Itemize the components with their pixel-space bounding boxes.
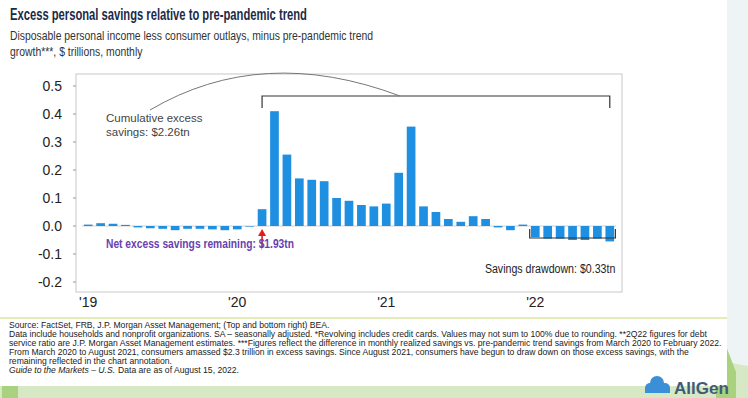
y-tick-label: 0.3 — [43, 134, 63, 150]
y-tick — [73, 114, 76, 115]
x-tick-label: '19 — [79, 294, 97, 310]
annotation: Savings drawdown: $0.33tn — [485, 262, 616, 276]
y-tick-label: -0.2 — [38, 274, 62, 290]
bar — [432, 212, 441, 226]
annotation: Net excess savings remaining: $1.93tn — [106, 237, 294, 251]
subtitle-line: Disposable personal income less consumer… — [10, 28, 373, 43]
y-tick — [73, 226, 76, 227]
bar — [506, 226, 515, 230]
bar — [245, 226, 254, 228]
y-tick-label: 0.0 — [43, 218, 63, 234]
bar — [196, 226, 205, 229]
bar — [84, 225, 93, 226]
arrow-head — [258, 229, 266, 236]
footnote-text: Guide to the Markets – U.S. — [9, 365, 115, 375]
x-tick-label: '21 — [377, 294, 395, 310]
connector — [150, 73, 400, 110]
subtitle-line: growth***, $ trillions, monthly — [10, 44, 143, 59]
y-tick-label: -0.1 — [38, 246, 62, 262]
y-tick — [73, 170, 76, 171]
bar — [270, 111, 279, 226]
footnote-text: Data are as of August 15, 2022. — [118, 365, 239, 375]
y-tick — [73, 142, 76, 143]
bar — [320, 181, 329, 226]
bar — [519, 225, 528, 226]
footnotes: Source: FactSet, FRB, J.P. Morgan Asset … — [9, 321, 725, 374]
footnote-text: Source: FactSet, FRB, J.P. Morgan Asset … — [9, 320, 329, 330]
bar — [593, 226, 602, 239]
bar — [295, 178, 304, 226]
subtitle: Disposable personal income less consumer… — [10, 28, 373, 59]
bars — [84, 111, 614, 241]
title: Excess personal savings relative to pre-… — [10, 6, 307, 23]
annotation-line: savings: $2.26tn — [106, 126, 190, 138]
bar — [96, 223, 105, 226]
y-tick-label: 0.4 — [43, 106, 63, 122]
y-tick-label: 0.1 — [43, 190, 63, 206]
footnote-text: Data include households and nonprofit or… — [9, 329, 721, 366]
logo-icon — [645, 388, 670, 393]
bar — [481, 219, 490, 226]
bar — [444, 219, 453, 226]
bar — [121, 225, 130, 226]
bar — [134, 226, 143, 227]
bar — [208, 226, 217, 229]
bar — [220, 226, 229, 230]
bar — [543, 226, 552, 239]
logo: AllGen — [674, 379, 729, 398]
bracket — [262, 96, 610, 108]
annotation: Cumulative excess savings: $2.26tn — [106, 112, 203, 138]
footnote-line: Guide to the Markets – U.S.Data are as o… — [9, 366, 725, 375]
x-tick-label: '22 — [526, 294, 544, 310]
bar — [171, 226, 180, 230]
bar — [307, 180, 316, 226]
bar — [357, 205, 366, 226]
x-tick-label: '20 — [228, 294, 246, 310]
bar — [556, 226, 565, 239]
bar — [494, 226, 503, 227]
bar — [419, 206, 428, 226]
bar — [146, 226, 155, 228]
bar — [382, 204, 391, 226]
bar — [469, 216, 478, 226]
y-tick — [73, 86, 76, 87]
bar — [407, 127, 416, 226]
plot-frame — [76, 74, 622, 292]
bar — [258, 209, 267, 226]
y-tick — [73, 254, 76, 255]
y-tick — [73, 282, 76, 283]
card — [0, 0, 727, 386]
bar — [345, 201, 354, 226]
separator — [0, 318, 727, 319]
bar — [332, 198, 341, 226]
bar — [394, 173, 403, 226]
bar — [158, 226, 167, 229]
bar — [605, 226, 614, 241]
bracket — [530, 229, 616, 238]
bar — [456, 222, 465, 226]
annotation-line: Cumulative excess — [106, 112, 203, 124]
y-tick — [73, 198, 76, 199]
bar — [183, 226, 192, 229]
bar — [109, 224, 118, 226]
y-tick-label: 0.2 — [43, 162, 63, 178]
bar — [233, 226, 242, 229]
bar — [369, 206, 378, 226]
y-tick-label: 0.5 — [43, 78, 63, 94]
bar — [531, 226, 540, 237]
background — [0, 0, 748, 398]
footnote-line: Data include households and nonprofit or… — [9, 330, 725, 366]
footnote-line: Source: FactSet, FRB, J.P. Morgan Asset … — [9, 321, 725, 330]
bar — [283, 155, 292, 226]
